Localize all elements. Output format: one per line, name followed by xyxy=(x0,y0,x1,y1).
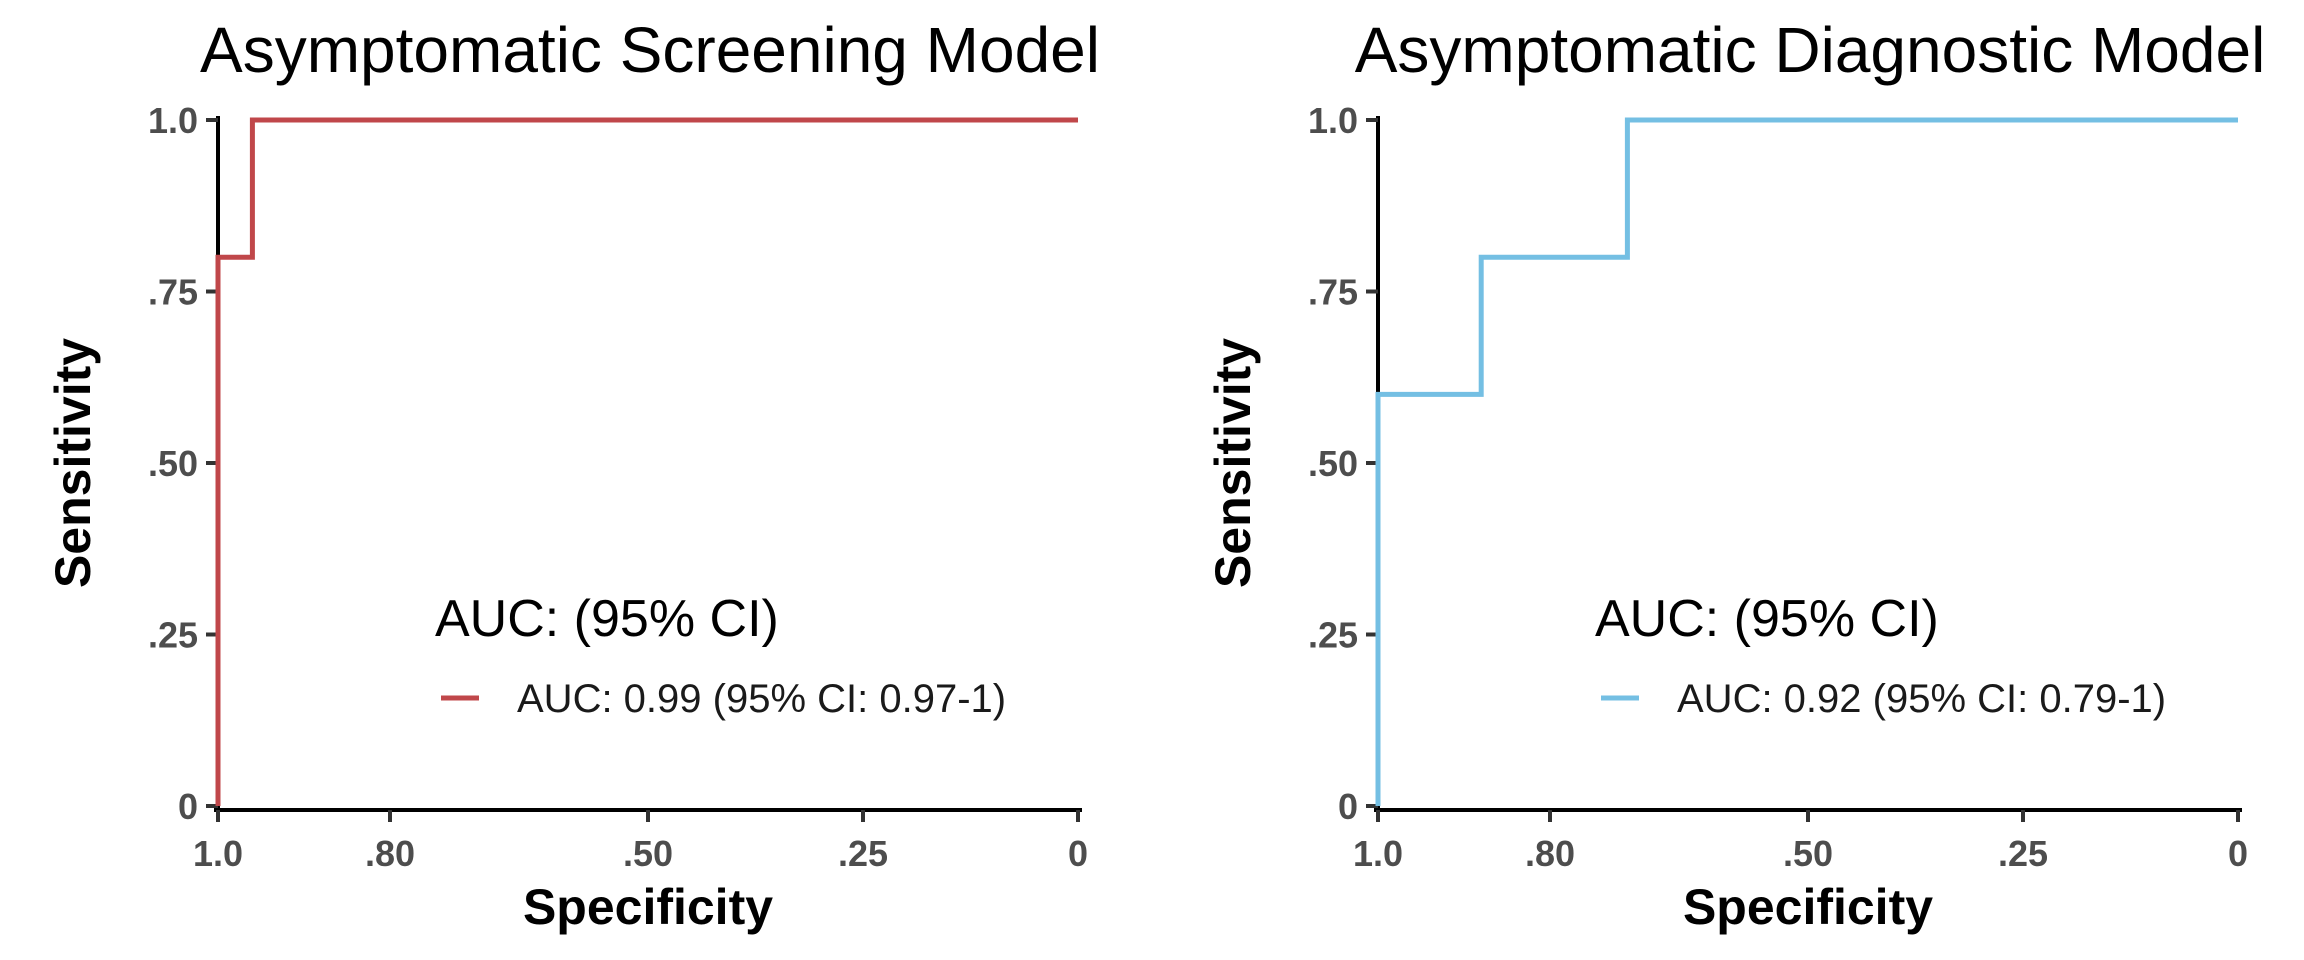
x-tick-label: .50 xyxy=(623,833,673,874)
y-tick-label: 0 xyxy=(1338,786,1358,827)
x-tick-label: 0 xyxy=(2228,833,2248,874)
y-tick-label: 1.0 xyxy=(148,100,198,141)
chart-title: Asymptomatic Screening Model xyxy=(200,14,1100,86)
x-tick-label: .80 xyxy=(1525,833,1575,874)
legend-entry-label: AUC: 0.92 (95% CI: 0.79-1) xyxy=(1677,677,2166,721)
roc-panel-diagnostic: Asymptomatic Diagnostic Model 0 .25 .50 .75 1… xyxy=(1205,14,2265,935)
y-tick-label: .25 xyxy=(1308,615,1358,656)
roc-panel-screening: Asymptomatic Screening Model 0 .25 .50 .75 1.… xyxy=(45,14,1100,935)
y-tick-label: .25 xyxy=(148,615,198,656)
legend-title: AUC: (95% CI) xyxy=(1595,590,1939,648)
y-tick-label: 1.0 xyxy=(1308,100,1358,141)
y-tick-label: .50 xyxy=(1308,443,1358,484)
x-tick-label: .80 xyxy=(365,833,415,874)
y-axis-title: Sensitivity xyxy=(45,338,101,588)
y-tick-label: .50 xyxy=(148,443,198,484)
legend-entry-label: AUC: 0.99 (95% CI: 0.97-1) xyxy=(517,677,1006,721)
x-tick-label: 1.0 xyxy=(1353,833,1403,874)
roc-curve-line xyxy=(1375,117,2238,806)
chart-title: Asymptomatic Diagnostic Model xyxy=(1355,14,2266,86)
y-tick-label: .75 xyxy=(148,272,198,313)
y-tick-label: 0 xyxy=(178,786,198,827)
x-tick-label: .25 xyxy=(1998,833,2048,874)
x-tick-label: .50 xyxy=(1783,833,1833,874)
y-axis-title: Sensitivity xyxy=(1205,338,1261,588)
x-tick-label: 0 xyxy=(1068,833,1088,874)
legend-title: AUC: (95% CI) xyxy=(435,590,779,648)
roc-curve-line xyxy=(215,117,1078,806)
x-tick-label: 1.0 xyxy=(193,833,243,874)
x-axis-title: Specificity xyxy=(1683,879,1933,935)
x-tick-label: .25 xyxy=(838,833,888,874)
x-axis-title: Specificity xyxy=(523,879,773,935)
y-tick-label: .75 xyxy=(1308,272,1358,313)
